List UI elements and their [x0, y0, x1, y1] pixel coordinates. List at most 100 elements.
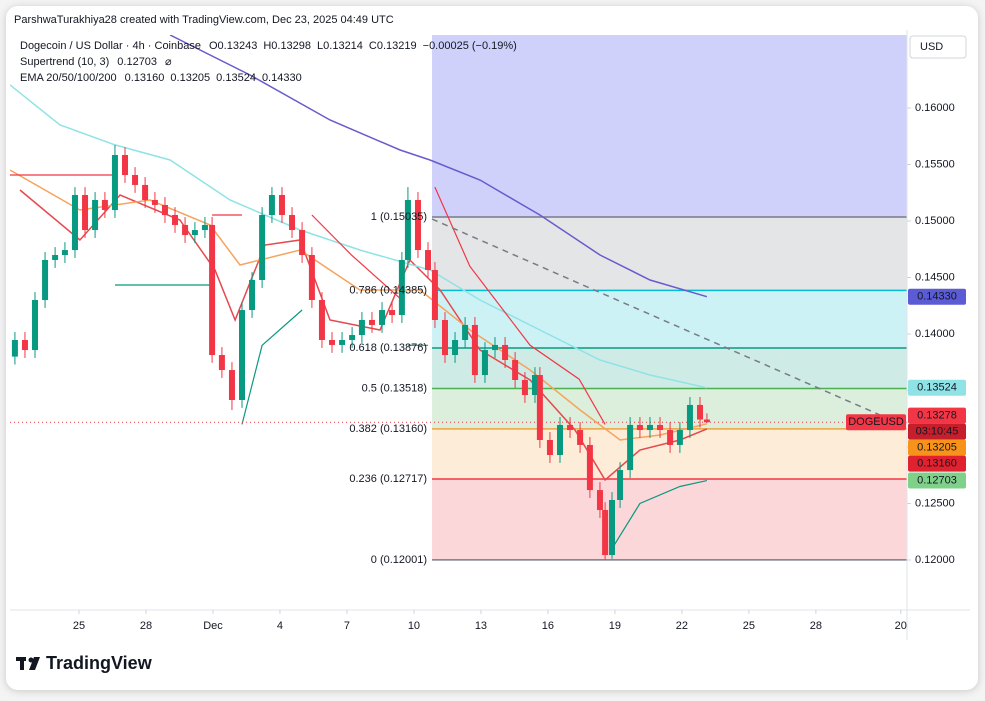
ohlc-label: C — [369, 40, 377, 52]
candle-body — [191, 230, 198, 236]
candle-body — [42, 259, 49, 300]
x-tick-label: 13 — [475, 620, 487, 632]
candle-body — [481, 350, 488, 376]
candle-body — [209, 224, 216, 356]
candle-body — [425, 250, 432, 271]
candle-body — [32, 299, 39, 351]
ema-line — [10, 84, 708, 389]
x-tick-label: 19 — [609, 620, 621, 632]
candle-body — [21, 339, 28, 351]
price-badge-label: 0.12703 — [917, 474, 957, 486]
candle-body — [329, 339, 335, 345]
supertrend-label: Supertrend (10, 3) — [20, 56, 109, 68]
fib-label: 0.382 (0.13160) — [349, 423, 427, 435]
candle-body — [132, 175, 139, 185]
x-tick-label: 7 — [344, 620, 350, 632]
candle-body — [686, 404, 693, 431]
fib-label: 0.618 (0.13876) — [349, 342, 427, 354]
candle-body — [308, 255, 315, 300]
candle-body — [52, 255, 59, 260]
candle-body — [609, 499, 616, 556]
fib-label: 0.786 (0.14385) — [349, 284, 427, 296]
x-tick-label: 25 — [743, 620, 755, 632]
fib-label: 1 (0.15035) — [371, 211, 427, 223]
candle-body — [667, 430, 674, 445]
fib-band — [432, 290, 907, 349]
ohlc-label: O — [209, 40, 218, 52]
candle-body — [268, 195, 275, 216]
candle-body — [349, 335, 356, 340]
x-tick-label: 28 — [140, 620, 152, 632]
ema-label: EMA 20/50/100/200 — [20, 72, 117, 84]
candle-body — [318, 299, 325, 340]
ema-value: 0.13205 — [170, 72, 210, 84]
candle-body — [431, 270, 438, 320]
candle-body — [122, 155, 128, 176]
countdown: 03:10:45 — [916, 425, 959, 437]
y-tick-label: 0.15000 — [915, 215, 955, 227]
candle-body — [249, 279, 256, 311]
x-tick-label: Dec — [203, 620, 223, 632]
countdown-badge — [908, 423, 966, 440]
candle-body — [368, 319, 375, 325]
candle-body — [646, 424, 653, 431]
ema-line — [169, 35, 708, 298]
candle-body — [586, 444, 593, 491]
candle-body — [697, 404, 703, 420]
candle-body — [703, 419, 710, 423]
candle-body — [278, 195, 285, 216]
ema-value: 0.13160 — [125, 72, 165, 84]
candle-body — [657, 424, 664, 431]
candle-body — [111, 155, 118, 211]
currency-box[interactable] — [909, 35, 967, 59]
candle-body — [512, 359, 519, 380]
candle-body — [201, 224, 208, 231]
candle-body — [358, 319, 365, 336]
y-tick-label: 0.15500 — [915, 158, 955, 170]
y-tick-label: 0.12500 — [915, 497, 955, 509]
x-tick-label: 25 — [73, 620, 85, 632]
fib-band — [432, 217, 907, 291]
price-badge — [908, 407, 966, 424]
ohlc-label: H — [263, 40, 271, 52]
fib-label: 0 (0.12001) — [371, 554, 427, 566]
candle-body — [218, 355, 225, 371]
candle-body — [596, 490, 603, 511]
credit: ParshwaTurakhiya28 created with TradingV… — [14, 14, 394, 26]
x-tick-label: 16 — [542, 620, 554, 632]
candle-body — [636, 424, 643, 431]
candle-body — [546, 439, 553, 456]
candle-body — [389, 310, 396, 316]
candle-body — [172, 215, 179, 225]
x-tick-label: 28 — [810, 620, 822, 632]
candle-body — [239, 310, 246, 400]
candle-body — [228, 370, 235, 400]
candle-body — [414, 199, 421, 251]
ohlc-value: 0.13214 — [323, 40, 363, 52]
currency: USD — [920, 41, 943, 53]
ohlc-change: −0.00025 (−0.19%) — [423, 40, 517, 52]
ohlc-value: 0.13298 — [271, 40, 311, 52]
candle-body — [101, 199, 108, 211]
candle-body — [289, 215, 296, 231]
trend-line — [431, 218, 881, 416]
y-tick-label: 0.14500 — [915, 271, 955, 283]
x-tick-label: 22 — [676, 620, 688, 632]
position-box — [432, 35, 907, 218]
price-badge — [908, 455, 966, 472]
y-tick-label: 0.12000 — [915, 554, 955, 566]
x-tick-label: 10 — [408, 620, 420, 632]
supertrend-line — [10, 174, 606, 425]
candle-body — [142, 184, 149, 200]
candle-body — [161, 204, 168, 216]
candle-body — [567, 424, 574, 431]
candle-body — [531, 375, 538, 396]
supertrend-value: 0.12703 — [117, 56, 157, 68]
candle-body — [556, 424, 563, 456]
candle-body — [536, 375, 543, 440]
ema-value: 0.13524 — [216, 72, 256, 84]
candle-body — [151, 199, 158, 205]
price-badge — [908, 439, 966, 456]
candle-body — [602, 510, 609, 556]
